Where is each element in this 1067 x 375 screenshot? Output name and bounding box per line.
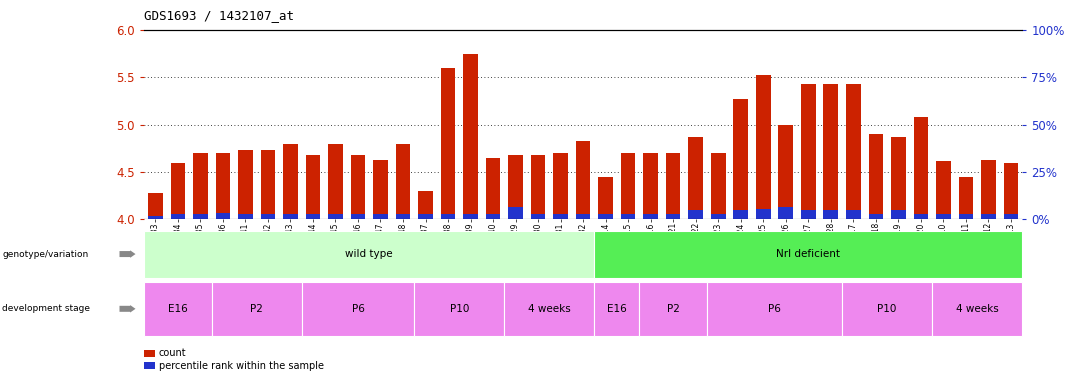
Bar (485, 214, 500, 219)
Bar (441, 68, 456, 219)
Bar (846, 210, 861, 219)
Bar (891, 137, 906, 219)
Bar (846, 84, 861, 219)
Text: wild type: wild type (346, 249, 393, 259)
Text: percentile rank within the sample: percentile rank within the sample (159, 361, 324, 370)
Bar (733, 99, 748, 219)
Bar (260, 150, 275, 219)
Bar (193, 153, 208, 219)
Text: 4 weeks: 4 weeks (956, 304, 999, 314)
Bar (418, 214, 433, 219)
Bar (733, 210, 748, 219)
Bar (508, 155, 523, 219)
Bar (981, 214, 996, 219)
Bar (936, 214, 951, 219)
Text: Nrl deficient: Nrl deficient (777, 249, 841, 259)
Bar (913, 117, 928, 219)
Bar (779, 124, 793, 219)
Text: E16: E16 (168, 304, 188, 314)
Bar (779, 207, 793, 219)
Bar (711, 153, 726, 219)
Bar (801, 84, 815, 219)
Text: P2: P2 (667, 304, 680, 314)
Bar (869, 214, 883, 219)
Bar (599, 177, 612, 219)
Bar (396, 214, 411, 219)
Bar (869, 134, 883, 219)
Bar (463, 54, 478, 219)
Bar (463, 214, 478, 219)
Text: P10: P10 (449, 304, 469, 314)
Text: GDS1693 / 1432107_at: GDS1693 / 1432107_at (144, 9, 294, 22)
Text: count: count (159, 348, 187, 358)
Bar (643, 214, 658, 219)
Bar (238, 214, 253, 219)
Bar (576, 214, 590, 219)
Text: P10: P10 (877, 304, 896, 314)
Bar (485, 158, 500, 219)
Bar (688, 210, 703, 219)
Bar (171, 214, 186, 219)
Text: genotype/variation: genotype/variation (2, 250, 89, 259)
Bar (418, 191, 433, 219)
Bar (238, 150, 253, 219)
Bar (643, 153, 658, 219)
Bar (351, 155, 365, 219)
Bar (599, 214, 612, 219)
Text: P6: P6 (351, 304, 365, 314)
Bar (824, 84, 838, 219)
Bar (755, 75, 770, 219)
Bar (1004, 214, 1018, 219)
Bar (688, 137, 703, 219)
Bar (530, 155, 545, 219)
Bar (621, 214, 636, 219)
Text: P6: P6 (768, 304, 781, 314)
Bar (305, 155, 320, 219)
Bar (396, 144, 411, 219)
Bar (283, 144, 298, 219)
Bar (171, 163, 186, 219)
Bar (666, 153, 681, 219)
Bar (373, 160, 387, 219)
Bar (891, 210, 906, 219)
Bar (621, 153, 636, 219)
Bar (958, 177, 973, 219)
Bar (755, 209, 770, 219)
Text: P2: P2 (250, 304, 264, 314)
Bar (554, 214, 568, 219)
Bar (216, 213, 230, 219)
Bar (283, 214, 298, 219)
Bar (216, 153, 230, 219)
Text: 4 weeks: 4 weeks (528, 304, 571, 314)
Bar (981, 160, 996, 219)
Bar (329, 144, 343, 219)
Bar (824, 210, 838, 219)
Bar (508, 207, 523, 219)
Bar (351, 214, 365, 219)
Bar (576, 141, 590, 219)
Bar (260, 214, 275, 219)
Bar (148, 216, 162, 219)
Bar (666, 214, 681, 219)
Bar (530, 214, 545, 219)
Bar (711, 214, 726, 219)
Text: E16: E16 (607, 304, 626, 314)
Bar (441, 214, 456, 219)
Bar (936, 160, 951, 219)
Bar (913, 214, 928, 219)
Bar (1004, 163, 1018, 219)
Bar (801, 210, 815, 219)
Bar (193, 214, 208, 219)
Bar (958, 214, 973, 219)
Bar (148, 193, 162, 219)
Bar (373, 214, 387, 219)
Text: development stage: development stage (2, 304, 90, 313)
Bar (329, 214, 343, 219)
Bar (554, 153, 568, 219)
Bar (305, 214, 320, 219)
